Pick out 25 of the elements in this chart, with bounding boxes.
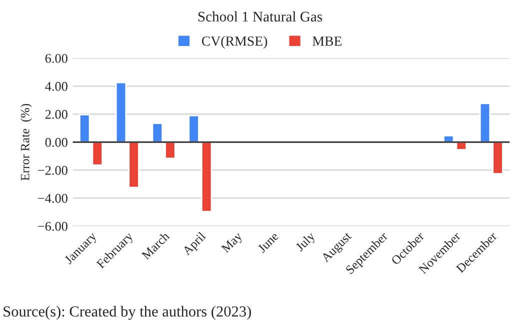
y-axis-title: Error Rate (%) — [20, 104, 32, 180]
y-tick-label: 4.00 — [45, 82, 68, 91]
y-tick-label: −4.00 — [38, 194, 68, 203]
x-tick-label: July — [294, 230, 318, 254]
bar — [115, 82, 127, 143]
bar — [152, 122, 164, 143]
y-tick-label: 2.00 — [45, 110, 68, 119]
bar — [164, 141, 176, 160]
bar — [188, 114, 200, 143]
bar — [479, 102, 491, 143]
chart-title: School 1 Natural Gas — [198, 11, 322, 22]
source-note: Source(s): Created by the authors (2023) — [4, 306, 251, 320]
bar — [79, 114, 90, 143]
bar — [200, 141, 212, 212]
y-tick-label: 6.00 — [45, 54, 68, 63]
x-tick-label: May — [220, 231, 245, 255]
y-tick-label: 0.00 — [45, 138, 68, 147]
x-tick-label: June — [257, 232, 279, 254]
y-tick-label: −2.00 — [38, 166, 68, 175]
legend-label: CV(RMSE) — [202, 36, 268, 49]
bar — [92, 141, 103, 166]
bar — [128, 141, 140, 188]
y-tick-label: −6.00 — [38, 222, 68, 231]
legend-label: MBE — [312, 36, 342, 46]
bar — [492, 141, 504, 174]
